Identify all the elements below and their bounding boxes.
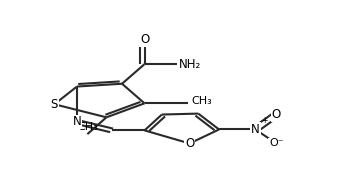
Text: CH₃: CH₃ (191, 96, 212, 106)
Text: O: O (140, 33, 149, 46)
Text: O: O (272, 108, 281, 121)
Text: S: S (51, 98, 58, 111)
Text: O: O (185, 137, 194, 150)
Text: NH₂: NH₂ (179, 58, 201, 71)
Text: N: N (73, 115, 81, 128)
Text: CH₃: CH₃ (77, 122, 98, 132)
Text: O⁻: O⁻ (269, 138, 284, 149)
Text: N: N (251, 123, 260, 136)
Text: +: + (262, 116, 268, 125)
